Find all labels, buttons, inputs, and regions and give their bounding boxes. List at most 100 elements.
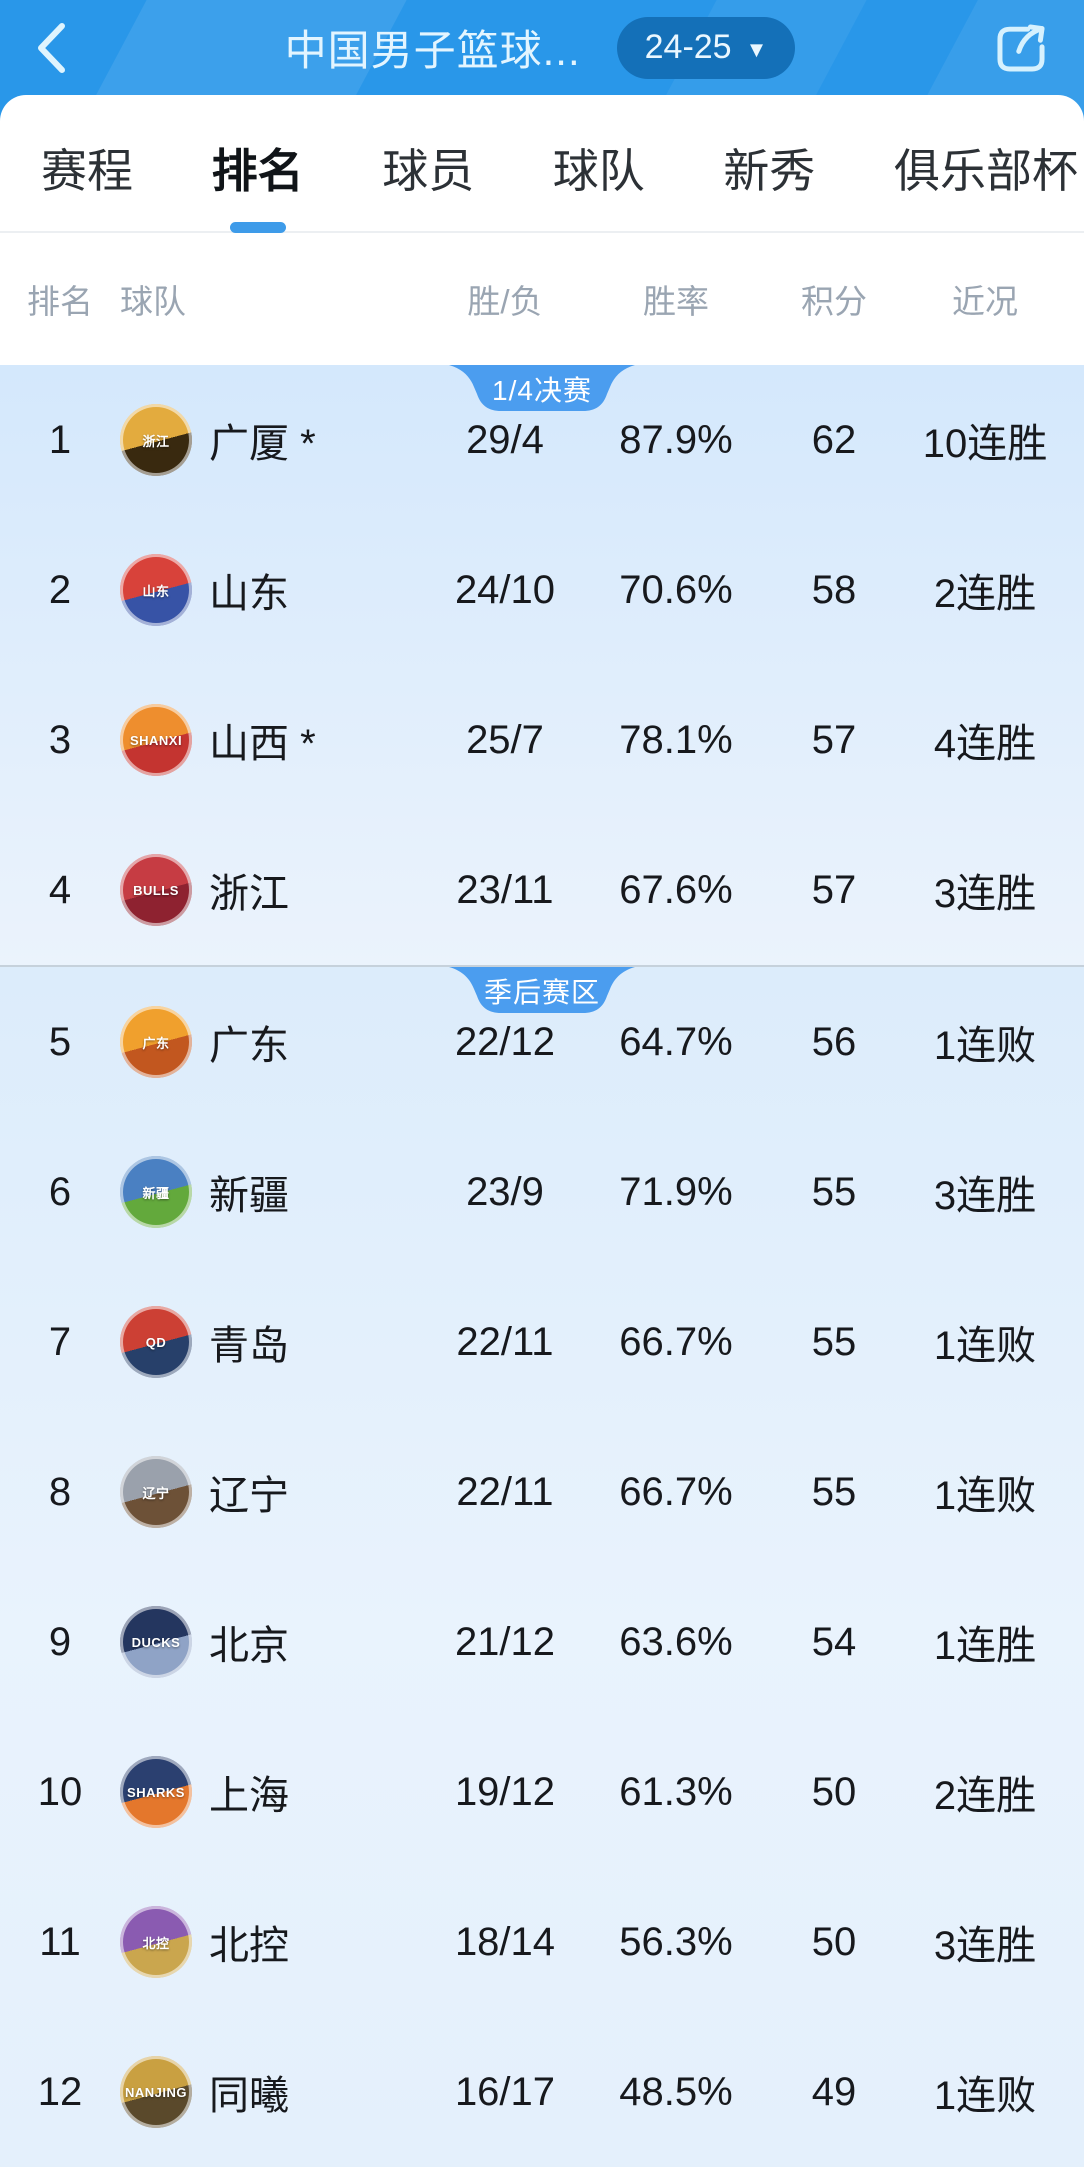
team-streak: 1连胜	[933, 1624, 1037, 1668]
tab-label: 球队	[552, 145, 645, 197]
team-streak: 1连败	[933, 1324, 1037, 1368]
team-logo: NANJING	[120, 2056, 192, 2128]
team-win-pct: 56.3%	[619, 1919, 733, 1964]
team-points: 56	[811, 1019, 857, 1064]
team-name: 新疆	[209, 1174, 289, 1218]
team-rank: 8	[48, 1469, 72, 1514]
column-header-winpct: 胜率	[643, 283, 709, 320]
team-wins-losses: 18/14	[454, 1919, 556, 1964]
team-name: 山东	[209, 572, 289, 616]
table-row[interactable]: 9 DUCKS 北京 21/12 63.6% 54 1连胜	[0, 1567, 1084, 1717]
section-rows: 1 浙江 广厦 * 29/4 87.9% 62 10连胜 2 山东 山东 24/…	[0, 365, 1084, 965]
team-wins-losses: 22/11	[456, 1469, 554, 1514]
back-chevron-icon	[38, 22, 65, 73]
table-row[interactable]: 12 NANJING 同曦 16/17 48.5% 49 1连败	[0, 2017, 1084, 2167]
tab-label: 俱乐部杯	[893, 145, 1078, 197]
team-points: 55	[811, 1469, 857, 1514]
table-row[interactable]: 11 北控 北控 18/14 56.3% 50 3连胜	[0, 1867, 1084, 2017]
team-rank: 2	[48, 567, 72, 612]
team-rank: 5	[48, 1019, 72, 1064]
team-wins-losses: 22/11	[456, 1319, 554, 1364]
tab-bar: 赛程 排名 球员 球队 新秀 俱乐部杯	[0, 95, 1084, 233]
back-button[interactable]	[26, 13, 96, 83]
tab-item-5[interactable]: 俱乐部杯	[894, 146, 1078, 196]
team-rank: 4	[48, 867, 72, 912]
team-rank: 9	[48, 1619, 72, 1664]
team-win-pct: 48.5%	[619, 2069, 733, 2114]
team-streak: 3连胜	[933, 1924, 1037, 1968]
team-win-pct: 61.3%	[619, 1769, 733, 1814]
team-streak: 4连胜	[933, 722, 1037, 766]
team-logo: 北控	[120, 1906, 192, 1978]
team-streak: 2连胜	[933, 1774, 1037, 1818]
team-logo: 辽宁	[120, 1456, 192, 1528]
column-header-rank: 排名	[27, 283, 93, 320]
team-wins-losses: 23/9	[466, 1169, 544, 1214]
table-row[interactable]: 3 SHANXI 山西 * 25/7 78.1% 57 4连胜	[0, 665, 1084, 815]
team-wins-losses: 23/11	[456, 867, 554, 912]
team-win-pct: 67.6%	[619, 867, 733, 912]
table-row[interactable]: 10 SHARKS 上海 19/12 61.3% 50 2连胜	[0, 1717, 1084, 1867]
team-points: 57	[811, 867, 857, 912]
team-win-pct: 87.9%	[619, 417, 733, 462]
column-header-winloss: 胜/负	[467, 283, 543, 320]
team-name: 广厦 *	[209, 422, 316, 466]
team-rank: 11	[39, 1919, 81, 1964]
team-streak: 3连胜	[933, 1174, 1037, 1218]
team-name: 上海	[209, 1774, 289, 1818]
tab-item-0[interactable]: 赛程	[41, 146, 133, 196]
page-title: 中国男子篮球...	[284, 27, 581, 74]
column-header-points: 积分	[801, 283, 867, 320]
team-win-pct: 63.6%	[619, 1619, 733, 1664]
team-streak: 2连胜	[933, 572, 1037, 616]
team-wins-losses: 22/12	[454, 1019, 556, 1064]
table-row[interactable]: 6 新疆 新疆 23/9 71.9% 55 3连胜	[0, 1117, 1084, 1267]
team-wins-losses: 16/17	[454, 2069, 556, 2114]
team-rank: 7	[48, 1319, 72, 1364]
chevron-down-icon: ▼	[745, 36, 768, 62]
team-rank: 10	[37, 1769, 83, 1814]
table-column-headers: 排名 球队 胜/负 胜率 积分 近况	[0, 233, 1084, 365]
tab-item-3[interactable]: 球队	[553, 146, 645, 196]
team-win-pct: 70.6%	[619, 567, 733, 612]
team-points: 50	[811, 1769, 857, 1814]
team-name: 北京	[209, 1624, 289, 1668]
tab-label: 排名	[211, 145, 304, 197]
team-name: 北控	[209, 1924, 289, 1968]
season-selector[interactable]: 24-25 ▼	[616, 16, 796, 79]
tab-item-2[interactable]: 球员	[382, 146, 474, 196]
tab-item-4[interactable]: 新秀	[723, 146, 815, 196]
team-points: 50	[811, 1919, 857, 1964]
team-win-pct: 66.7%	[619, 1319, 733, 1364]
team-logo: QD	[120, 1306, 192, 1378]
table-row[interactable]: 4 BULLS 浙江 23/11 67.6% 57 3连胜	[0, 815, 1084, 965]
team-wins-losses: 19/12	[454, 1769, 556, 1814]
share-button[interactable]	[984, 11, 1058, 85]
tab-rankings[interactable]: 排名	[211, 145, 304, 233]
section-rows: 5 广东 广东 22/12 64.7% 56 1连败 6 新疆 新疆 23/9 …	[0, 967, 1084, 2167]
table-row[interactable]: 8 辽宁 辽宁 22/11 66.7% 55 1连败	[0, 1417, 1084, 1567]
standings-section: 季后赛区 5 广东 广东 22/12 64.7% 56 1连败 6 新疆 新疆 …	[0, 965, 1084, 2167]
team-logo: 浙江	[120, 404, 192, 476]
team-name: 广东	[209, 1024, 289, 1068]
column-header-team: 球队	[120, 283, 186, 320]
team-name: 浙江	[209, 872, 289, 916]
table-row[interactable]: 1 浙江 广厦 * 29/4 87.9% 62 10连胜	[0, 365, 1084, 515]
season-value: 24-25	[644, 28, 732, 66]
team-name: 辽宁	[209, 1474, 289, 1518]
team-streak: 1连败	[933, 1474, 1037, 1518]
team-points: 58	[811, 567, 857, 612]
table-row[interactable]: 5 广东 广东 22/12 64.7% 56 1连败	[0, 967, 1084, 1117]
team-logo: DUCKS	[120, 1606, 192, 1678]
team-name: 同曦	[209, 2074, 289, 2118]
tab-label: 球员	[382, 145, 475, 197]
table-row[interactable]: 2 山东 山东 24/10 70.6% 58 2连胜	[0, 515, 1084, 665]
team-streak: 1连败	[933, 2074, 1037, 2118]
team-points: 55	[811, 1319, 857, 1364]
team-rank: 6	[48, 1169, 72, 1214]
team-streak: 1连败	[933, 1024, 1037, 1068]
team-rank: 3	[48, 717, 72, 762]
team-logo: SHANXI	[120, 704, 192, 776]
team-streak: 10连胜	[922, 422, 1048, 466]
table-row[interactable]: 7 QD 青岛 22/11 66.7% 55 1连败	[0, 1267, 1084, 1417]
